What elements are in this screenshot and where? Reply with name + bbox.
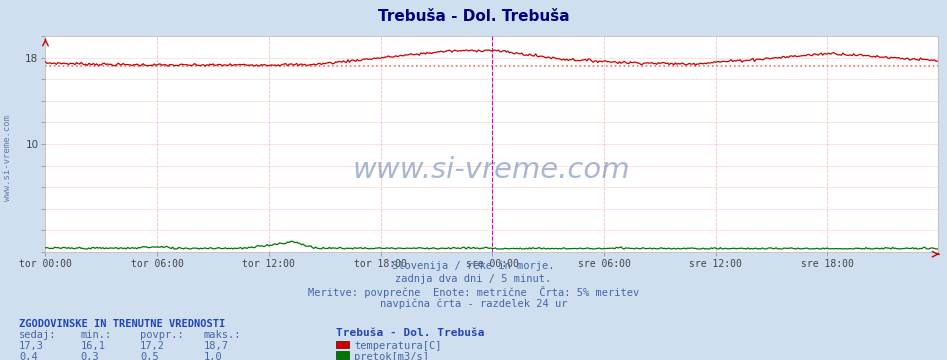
Text: pretok[m3/s]: pretok[m3/s] bbox=[354, 352, 429, 360]
Text: navpična črta - razdelek 24 ur: navpična črta - razdelek 24 ur bbox=[380, 299, 567, 309]
Text: Trebuša - Dol. Trebuša: Trebuša - Dol. Trebuša bbox=[336, 328, 485, 338]
Text: Slovenija / reke in morje.: Slovenija / reke in morje. bbox=[392, 261, 555, 271]
Text: povpr.:: povpr.: bbox=[140, 330, 184, 340]
Text: 0,3: 0,3 bbox=[80, 352, 99, 360]
Text: 0,5: 0,5 bbox=[140, 352, 159, 360]
Text: www.si-vreme.com: www.si-vreme.com bbox=[352, 156, 631, 184]
Text: min.:: min.: bbox=[80, 330, 112, 340]
Text: ZGODOVINSKE IN TRENUTNE VREDNOSTI: ZGODOVINSKE IN TRENUTNE VREDNOSTI bbox=[19, 319, 225, 329]
Text: maks.:: maks.: bbox=[204, 330, 241, 340]
Text: sedaj:: sedaj: bbox=[19, 330, 57, 340]
Text: Meritve: povprečne  Enote: metrične  Črta: 5% meritev: Meritve: povprečne Enote: metrične Črta:… bbox=[308, 286, 639, 298]
Text: 1,0: 1,0 bbox=[204, 352, 223, 360]
Text: www.si-vreme.com: www.si-vreme.com bbox=[3, 116, 12, 201]
Text: Trebuša - Dol. Trebuša: Trebuša - Dol. Trebuša bbox=[378, 9, 569, 24]
Text: zadnja dva dni / 5 minut.: zadnja dva dni / 5 minut. bbox=[396, 274, 551, 284]
Text: 17,2: 17,2 bbox=[140, 341, 165, 351]
Text: 0,4: 0,4 bbox=[19, 352, 38, 360]
Text: temperatura[C]: temperatura[C] bbox=[354, 341, 441, 351]
Text: 18,7: 18,7 bbox=[204, 341, 228, 351]
Text: 17,3: 17,3 bbox=[19, 341, 44, 351]
Text: 16,1: 16,1 bbox=[80, 341, 105, 351]
